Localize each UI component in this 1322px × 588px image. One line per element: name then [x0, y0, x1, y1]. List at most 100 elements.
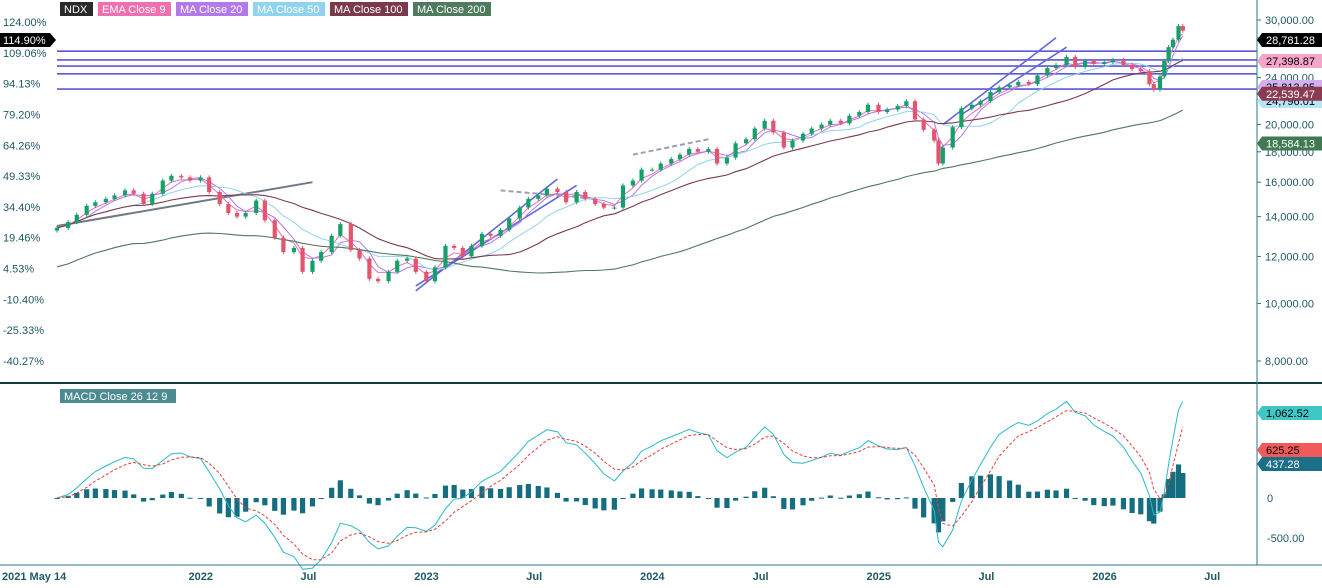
macd-histogram-bar [677, 491, 683, 498]
left-pct-badge-arrow [50, 33, 56, 47]
time-axis-label: 2024 [640, 571, 665, 583]
macd-histogram-bar [375, 498, 381, 506]
macd-histogram-bar [84, 489, 90, 498]
price-value-badge-text: 27,398.87 [1266, 56, 1315, 68]
legend-label: MA Close 50 [257, 4, 319, 16]
candle-body [593, 198, 598, 205]
macd-legend-label: MACD Close 26 12 9 [64, 391, 167, 403]
time-axis-label: Jul [978, 571, 994, 583]
macd-histogram-bar [1034, 491, 1041, 498]
candle-body [507, 218, 512, 230]
macd-histogram-bar [1063, 488, 1070, 498]
macd-histogram-bar [846, 495, 853, 498]
legend-box [330, 2, 408, 16]
pct-tick-label: 49.33% [3, 171, 41, 183]
candle-body [885, 109, 890, 113]
macd-histogram-bar [291, 498, 297, 511]
candle-body [781, 132, 786, 148]
candle-body [959, 108, 964, 128]
legend-label: EMA Close 9 [102, 4, 166, 16]
ma50-line [56, 57, 1184, 271]
macd-histogram-bar [1082, 498, 1088, 501]
candle-body [1162, 60, 1167, 77]
candle-body [54, 227, 60, 231]
macd-histogram-bar [348, 488, 354, 498]
candle-body [706, 148, 711, 152]
macd-histogram-bar [592, 498, 598, 509]
price-tick-label: 30,000.00 [1265, 15, 1314, 27]
macd-histogram-bar [724, 498, 730, 509]
candle-body [555, 188, 560, 193]
macd-histogram-bar [1170, 471, 1176, 498]
candle-body [639, 169, 644, 181]
macd-histogram-bar [762, 487, 768, 498]
candle-body [1035, 75, 1040, 85]
ma100-line [56, 59, 1184, 260]
pct-tick-label: 4.53% [3, 264, 34, 276]
candle-body [838, 120, 843, 124]
macd-histogram-bar [394, 493, 400, 498]
macd-histogram-bar [262, 498, 268, 506]
legend-box [98, 2, 171, 16]
macd-histogram-bar [658, 489, 664, 498]
time-axis-label: 2026 [1092, 571, 1116, 583]
macd-histogram-bar [800, 498, 806, 506]
macd-histogram-bar [705, 498, 711, 499]
candle-body [84, 205, 89, 215]
candle-body [179, 175, 184, 178]
candle-body [234, 212, 240, 217]
macd-value-badge [1257, 443, 1322, 457]
macd-value-badge-text: 625.25 [1266, 445, 1300, 457]
macd-histogram-bar [337, 480, 343, 498]
macd-histogram-bar [865, 491, 871, 498]
candle-body [1176, 26, 1181, 40]
macd-histogram-bar [460, 489, 466, 498]
macd-histogram-bar [884, 498, 890, 500]
candle-body [649, 169, 655, 171]
macd-histogram-bar [356, 495, 363, 498]
candle-body [281, 237, 286, 253]
candle-body [1121, 59, 1126, 65]
candle-body [1102, 61, 1107, 64]
macd-histogram-bar [827, 495, 833, 498]
macd-histogram-bar [234, 498, 240, 517]
macd-histogram-bar [574, 498, 580, 502]
candle-body [386, 271, 391, 282]
price-value-badge [1257, 33, 1322, 47]
candle-body [367, 258, 372, 279]
price-value-badge-text: 18,584.13 [1266, 139, 1315, 151]
time-axis-label: 2025 [866, 571, 890, 583]
macd-histogram-bar [752, 491, 758, 498]
macd-histogram-bar [1053, 490, 1059, 498]
macd-histogram-bar [488, 488, 494, 498]
candle-body [932, 129, 937, 141]
macd-histogram-bar [423, 497, 429, 499]
macd-histogram-bar [468, 489, 475, 498]
pct-tick-label: -25.33% [3, 325, 44, 337]
candle-body [226, 204, 231, 213]
candle-body [460, 247, 465, 257]
macd-histogram-bar [160, 494, 166, 498]
macd-histogram-bar [649, 489, 655, 498]
macd-histogram-bar [903, 497, 909, 499]
macd-histogram-bar [987, 474, 994, 498]
price-tick-label: 10,000.00 [1265, 298, 1314, 310]
macd-histogram-bar [838, 497, 844, 499]
candle-body [895, 105, 900, 110]
candle-body [479, 233, 485, 246]
candle-body [583, 192, 588, 199]
time-axis-label: Jul [300, 571, 316, 583]
candles [54, 24, 1185, 284]
candle-body [413, 258, 418, 272]
legend-item: MA Close 20 [176, 2, 248, 16]
pct-tick-label: 109.06% [3, 48, 47, 60]
macd-histogram-bar [525, 484, 531, 498]
trendline [415, 178, 558, 292]
candle-body [857, 112, 862, 116]
price-tick-label: 16,000.00 [1265, 177, 1314, 189]
macd-histogram-bar [912, 498, 918, 509]
macd-histogram-bar [809, 498, 815, 501]
macd-histogram-bar [1101, 498, 1107, 507]
candle-body [1016, 81, 1021, 86]
candle-body [74, 214, 79, 223]
